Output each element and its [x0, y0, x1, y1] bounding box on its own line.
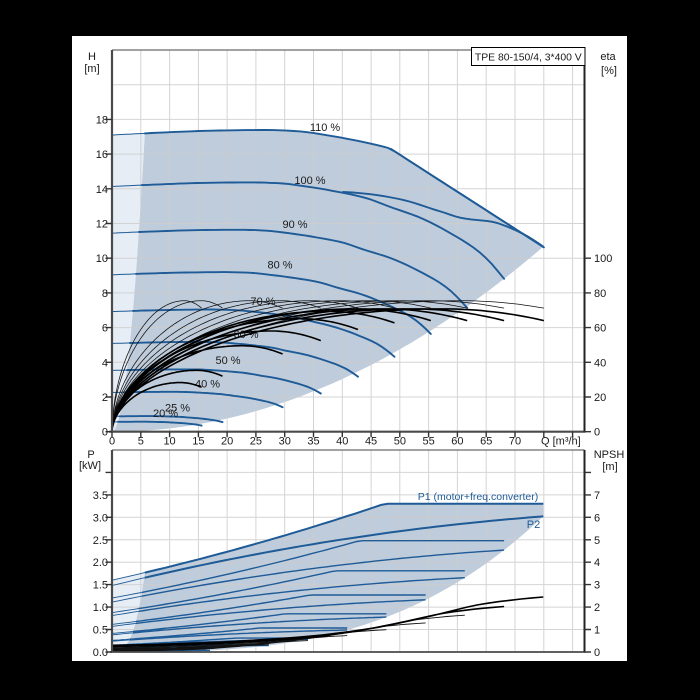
svg-text:0.0: 0.0: [93, 647, 108, 659]
svg-text:12: 12: [96, 219, 108, 231]
svg-text:TPE 80-150/4, 3*400 V: TPE 80-150/4, 3*400 V: [475, 53, 582, 64]
svg-text:15: 15: [192, 436, 204, 448]
svg-text:40: 40: [594, 357, 606, 369]
svg-text:10: 10: [96, 253, 108, 265]
svg-text:110 %: 110 %: [310, 122, 341, 134]
svg-text:[%]: [%]: [601, 65, 617, 77]
svg-text:[m]: [m]: [602, 461, 617, 473]
svg-text:6: 6: [594, 512, 600, 524]
svg-text:50 %: 50 %: [215, 355, 240, 367]
svg-text:60: 60: [451, 436, 463, 448]
svg-text:NPSH: NPSH: [594, 449, 625, 461]
svg-text:[kW]: [kW]: [79, 460, 101, 472]
svg-text:20 %: 20 %: [153, 408, 178, 420]
svg-text:100: 100: [594, 253, 612, 265]
svg-text:45: 45: [365, 436, 377, 448]
svg-text:80: 80: [594, 288, 606, 300]
svg-text:3: 3: [594, 580, 600, 592]
svg-text:4: 4: [594, 557, 600, 569]
svg-text:5: 5: [594, 535, 600, 547]
svg-text:20: 20: [221, 436, 233, 448]
svg-text:80 %: 80 %: [267, 260, 292, 272]
svg-text:P: P: [87, 449, 94, 461]
svg-text:25: 25: [250, 436, 262, 448]
svg-text:2.5: 2.5: [93, 535, 108, 547]
svg-text:1.5: 1.5: [93, 580, 108, 592]
svg-text:H: H: [88, 51, 96, 63]
svg-text:3.5: 3.5: [93, 490, 108, 502]
svg-text:5: 5: [138, 436, 144, 448]
svg-text:Q [m³/h]: Q [m³/h]: [541, 436, 581, 448]
svg-text:25 %: 25 %: [165, 403, 190, 415]
svg-text:40 %: 40 %: [195, 379, 220, 391]
svg-text:4: 4: [102, 357, 108, 369]
svg-text:2: 2: [594, 602, 600, 614]
svg-text:P1 (motor+freq.converter): P1 (motor+freq.converter): [418, 491, 539, 503]
svg-text:1: 1: [594, 625, 600, 637]
svg-text:10: 10: [163, 436, 175, 448]
svg-text:16: 16: [96, 149, 108, 161]
svg-text:eta: eta: [600, 51, 616, 63]
svg-text:20: 20: [594, 392, 606, 404]
svg-text:8: 8: [102, 288, 108, 300]
svg-text:2.0: 2.0: [93, 557, 108, 569]
svg-text:30: 30: [279, 436, 291, 448]
svg-text:0: 0: [594, 427, 600, 439]
svg-text:60: 60: [594, 323, 606, 335]
svg-text:14: 14: [96, 184, 108, 196]
svg-text:18: 18: [96, 114, 108, 126]
svg-text:1.0: 1.0: [93, 602, 108, 614]
svg-text:2: 2: [102, 392, 108, 404]
svg-text:0: 0: [102, 427, 108, 439]
svg-text:P2: P2: [527, 519, 540, 531]
svg-text:0.5: 0.5: [93, 625, 108, 637]
svg-text:0: 0: [109, 436, 115, 448]
svg-text:7: 7: [594, 490, 600, 502]
svg-text:100 %: 100 %: [294, 175, 325, 187]
svg-text:[m]: [m]: [84, 63, 99, 75]
svg-text:55: 55: [423, 436, 435, 448]
svg-text:3.0: 3.0: [93, 512, 108, 524]
svg-text:0: 0: [594, 647, 600, 659]
svg-text:6: 6: [102, 323, 108, 335]
svg-text:70: 70: [509, 436, 521, 448]
svg-text:35: 35: [307, 436, 319, 448]
svg-text:40: 40: [336, 436, 348, 448]
svg-text:90 %: 90 %: [282, 219, 307, 231]
svg-text:65: 65: [480, 436, 492, 448]
svg-text:50: 50: [394, 436, 406, 448]
